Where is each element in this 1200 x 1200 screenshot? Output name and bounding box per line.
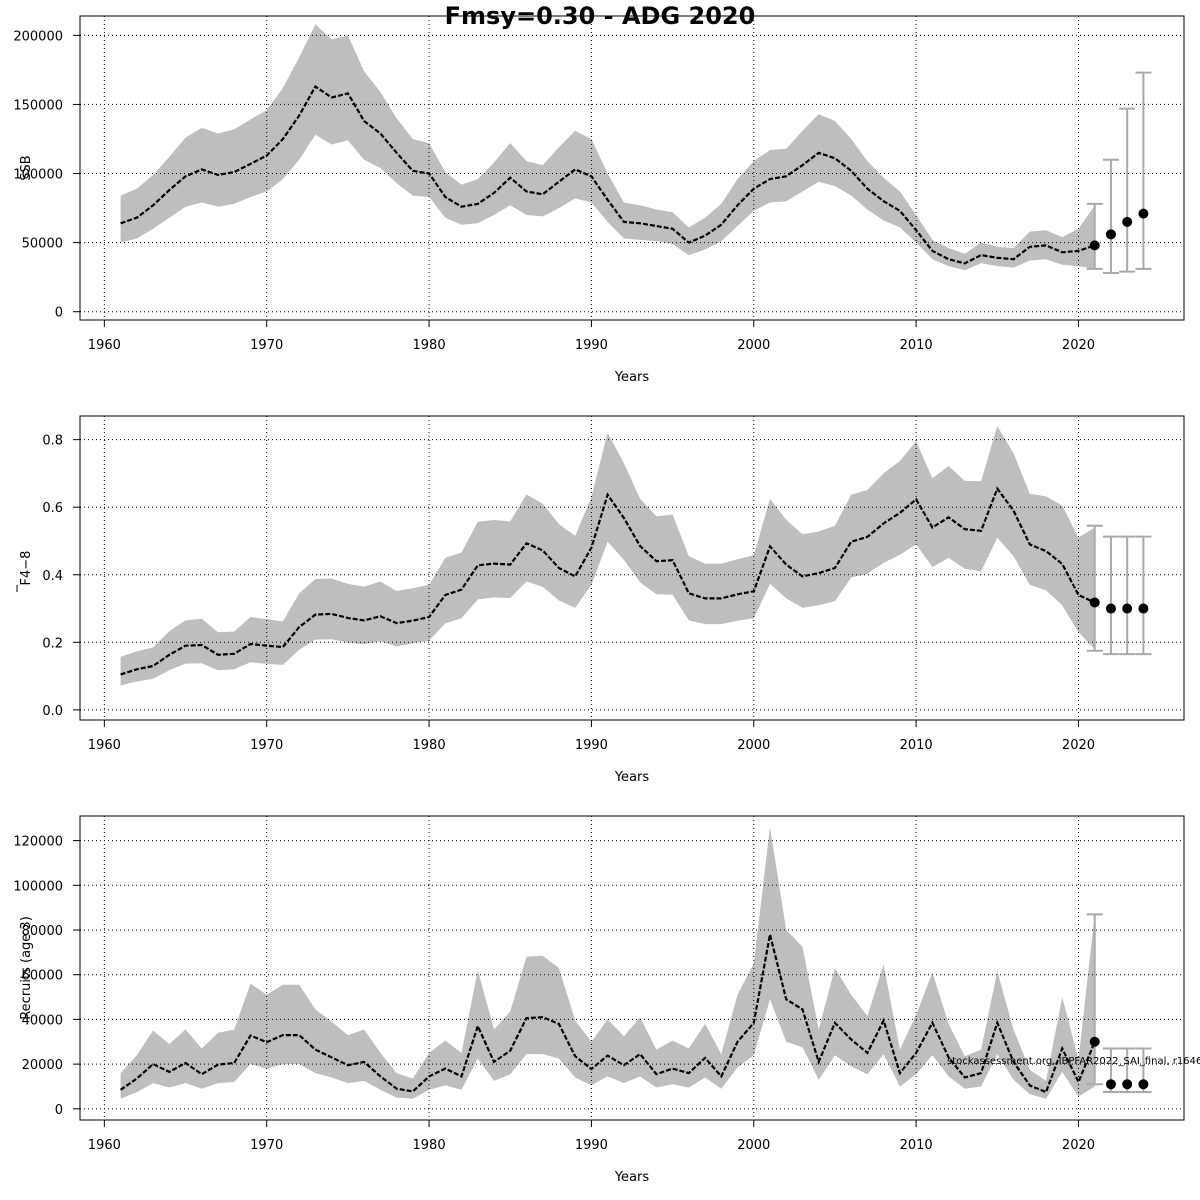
recruits-x-tick-label: 1980	[413, 1138, 446, 1153]
f-forecast-point	[1105, 603, 1116, 614]
ssb-y-axis-title: SSB	[19, 155, 34, 180]
ssb-plot-frame	[79, 15, 1185, 321]
recruits-estimate-line	[119, 934, 1096, 1094]
ssb-panel: 1960 1970 1980 1990 2000 2010 2020 0 50000 100000…	[13, 15, 1185, 385]
recruits-forecast-point	[1138, 1079, 1149, 1090]
ssb-y-tick-label: 100000	[13, 168, 63, 183]
f-y-axis-title: F4−8	[19, 551, 34, 586]
ssb-y-tick-label: 0	[55, 306, 63, 321]
ssb-x-tick-label: 1970	[250, 338, 283, 353]
fishing-mortality-panel: 1960 1970 1980 1990 2000 2010 2020 0.0 0.2 0.4 0.6…	[16, 415, 1185, 785]
f-estimate-line	[120, 486, 1096, 676]
f-y-tick-label: 0.4	[42, 569, 63, 584]
recruits-plot-frame	[79, 815, 1185, 1121]
ssb-x-tick-label: 1990	[575, 338, 608, 353]
f-x-tick-label: 2000	[737, 738, 770, 753]
recruits-x-tick-label: 2000	[737, 1138, 770, 1153]
ssb-y-tick-label: 50000	[22, 237, 63, 252]
recruits-x-tick-label: 1960	[88, 1138, 121, 1153]
ssb-x-tick-label: 1980	[413, 338, 446, 353]
recruits-panel: 1960 1970 1980 1990 2000 2010 2020 0 20000 40000 6…	[13, 815, 1185, 1185]
f-y-tick-label: 0.2	[42, 636, 63, 651]
recruits-y-tick-label: 80000	[22, 924, 63, 939]
f-plot-frame	[79, 415, 1185, 721]
ssb-forecast-point	[1122, 216, 1133, 227]
ssb-forecast-point	[1138, 208, 1149, 219]
recruits-forecast-point	[1122, 1079, 1133, 1090]
f-x-axis-title: Years	[614, 770, 650, 785]
recruits-forecast-point	[1105, 1079, 1116, 1090]
recruits-y-tick-label: 40000	[22, 1013, 63, 1028]
ssb-x-tick-label: 1960	[88, 338, 121, 353]
recruits-x-axis-title: Years	[614, 1170, 650, 1185]
ssb-y-tick-label: 200000	[13, 29, 63, 44]
f-forecast-point	[1089, 597, 1100, 608]
f-y-tick-label: 0.6	[42, 501, 63, 516]
ssb-x-axis-title: Years	[614, 370, 650, 385]
recruits-x-tick-label: 2010	[900, 1138, 933, 1153]
f-forecast-point	[1122, 603, 1133, 614]
source-annotation: stockassessment.org, IBPFAR2022_SAI_fina…	[947, 1056, 1200, 1067]
f-x-tick-label: 2020	[1062, 738, 1095, 753]
ssb-forecast-point	[1089, 240, 1100, 251]
ssb-x-tick-label: 2010	[900, 338, 933, 353]
ssb-x-tick-label: 2020	[1062, 338, 1095, 353]
recruits-y-tick-label: 0	[55, 1103, 63, 1118]
ssb-confidence-band	[120, 24, 1095, 271]
ssb-estimate-line	[120, 84, 1096, 265]
f-x-tick-label: 1980	[413, 738, 446, 753]
f-y-tick-label: 0.8	[42, 434, 63, 449]
recruits-y-tick-label: 60000	[22, 969, 63, 984]
recruits-forecast-point	[1089, 1036, 1100, 1047]
f-x-tick-label: 1960	[88, 738, 121, 753]
f-x-tick-label: 1990	[575, 738, 608, 753]
recruits-y-axis-title: Recruits (age 3)	[19, 916, 34, 1020]
ssb-forecast-point	[1105, 229, 1116, 240]
f-x-tick-label: 1970	[250, 738, 283, 753]
recruits-x-tick-label: 1970	[250, 1138, 283, 1153]
recruits-confidence-band	[120, 827, 1095, 1099]
recruits-x-tick-label: 2020	[1062, 1138, 1095, 1153]
recruits-y-tick-label: 120000	[13, 835, 63, 850]
ssb-x-tick-label: 2000	[737, 338, 770, 353]
f-forecast-point	[1138, 603, 1149, 614]
recruits-y-tick-label: 20000	[22, 1058, 63, 1073]
f-x-tick-label: 2010	[900, 738, 933, 753]
recruits-x-tick-label: 1990	[575, 1138, 608, 1153]
f-y-tick-label: 0.0	[42, 704, 63, 719]
recruits-y-tick-label: 100000	[13, 879, 63, 894]
ssb-y-tick-label: 150000	[13, 98, 63, 113]
